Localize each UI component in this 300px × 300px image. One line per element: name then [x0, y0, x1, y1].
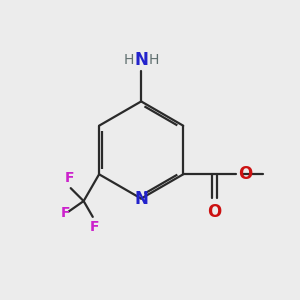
Text: H: H	[148, 53, 159, 68]
Text: F: F	[89, 220, 99, 234]
Text: F: F	[60, 206, 70, 220]
Text: O: O	[207, 202, 221, 220]
Text: H: H	[124, 53, 134, 68]
Text: N: N	[134, 190, 148, 208]
Text: O: O	[238, 165, 252, 183]
Text: F: F	[64, 171, 74, 185]
Text: N: N	[134, 51, 148, 69]
